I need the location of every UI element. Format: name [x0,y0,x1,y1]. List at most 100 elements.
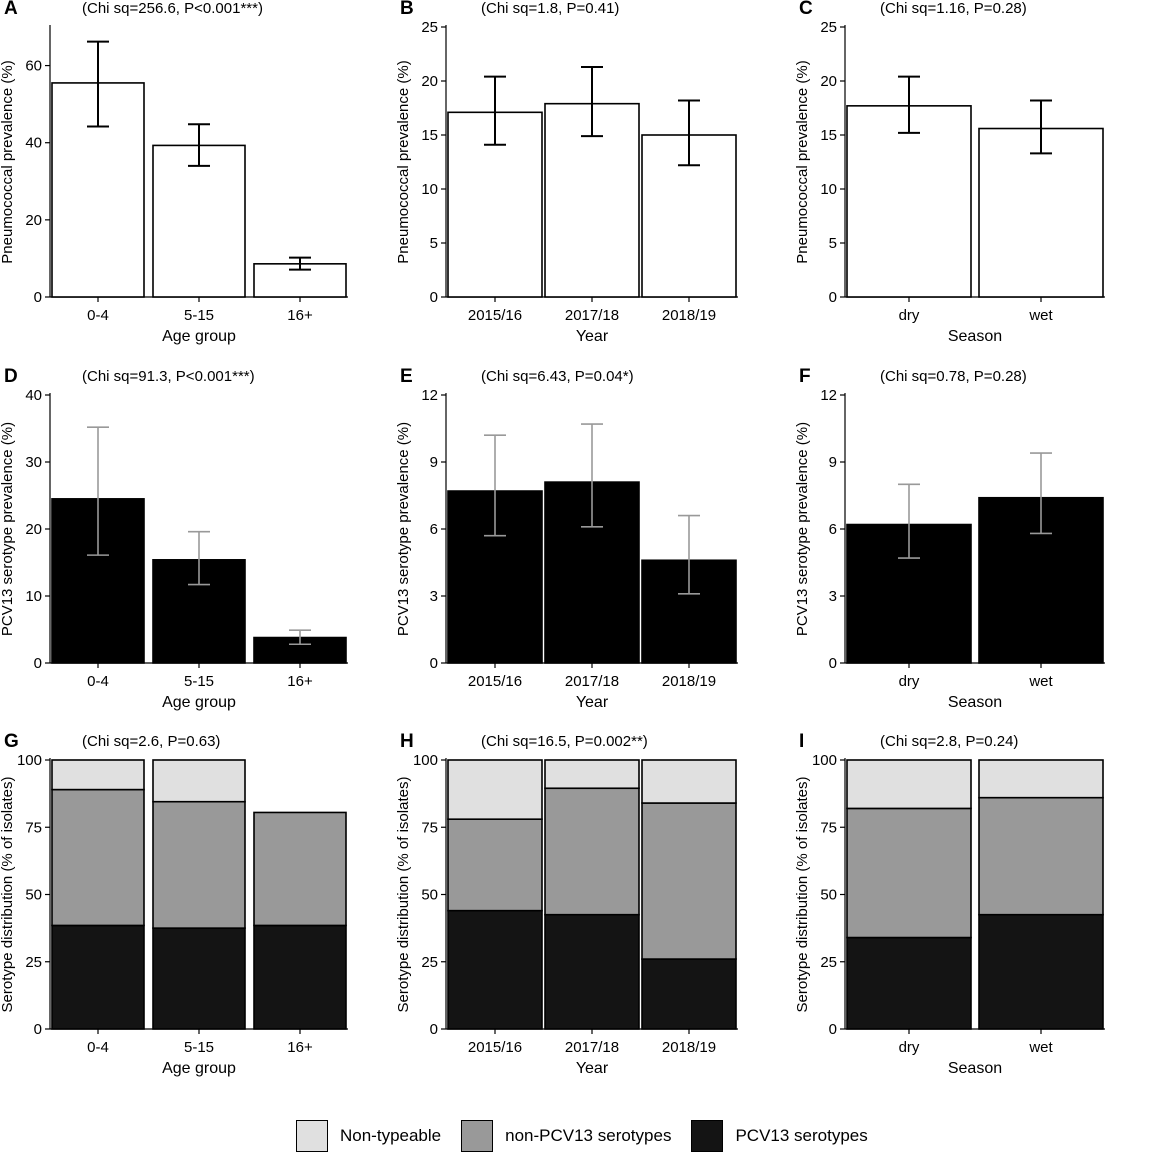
stack-segment-non-pcv13 [846,807,972,939]
y-axis-title: Serotype distribution (% of isolates) [0,777,16,1013]
y-tick-label: 0 [430,1021,438,1038]
y-tick-label: 9 [829,454,837,471]
x-axis-title: Year [576,694,609,711]
panel-letter: A [4,0,18,19]
legend-swatch-pcv13 [691,1120,724,1152]
stack-segment-non-typeable [544,759,640,790]
stat-annotation: (Chi sq=256.6, P<0.001***) [82,0,263,17]
panel-i: I (Chi sq=2.8, P=0.24) 0 25 50 75 100 dry wet Sea… [794,731,1105,1077]
x-tick-label: 2015/16 [468,307,522,324]
stack-segment-pcv13 [51,924,145,1030]
y-tick-label: 5 [430,235,438,252]
legend-label-non-typeable: Non-typeable [340,1126,442,1145]
y-tick-label: 0 [34,655,42,672]
y-tick-label: 3 [430,588,438,605]
y-tick-label: 60 [25,58,42,75]
stack-segment-pcv13 [253,924,347,1030]
panel-letter: E [400,366,413,387]
x-tick-label: 2017/18 [565,1039,619,1056]
y-tick-label: 100 [812,752,837,769]
legend-item-pcv13: PCV13 serotypes [691,1120,868,1152]
panel-letter: C [799,0,813,19]
x-tick-label: wet [1028,307,1053,324]
y-tick-label: 0 [34,1021,42,1038]
panel-e: E (Chi sq=6.43, P=0.04*) 0 3 6 9 12 2015/16 2017… [395,366,738,711]
stack-segment-pcv13 [846,936,972,1030]
panel-letter: I [799,731,804,752]
y-tick-label: 50 [421,887,438,904]
stack-segment-pcv13 [447,909,543,1030]
stat-annotation: (Chi sq=1.8, P=0.41) [481,0,619,17]
y-tick-label: 9 [430,454,438,471]
y-tick-label: 25 [820,954,837,971]
stat-annotation: (Chi sq=0.78, P=0.28) [880,368,1027,385]
panel-letter: B [400,0,414,19]
y-tick-label: 75 [820,819,837,836]
panel-g: G (Chi sq=2.6, P=0.63) 0 25 50 75 100 0-4 5-15 16… [0,731,348,1077]
y-axis-title: Pneumococcal prevalence (%) [0,60,16,263]
y-tick-label: 0 [430,289,438,306]
stack-segment-non-pcv13 [253,811,347,927]
y-tick-label: 0 [34,289,42,306]
bar [846,105,972,298]
x-tick-label: 16+ [287,673,313,690]
y-tick-label: 25 [820,19,837,36]
legend-label-non-pcv13: non-PCV13 serotypes [505,1126,672,1145]
y-tick-label: 6 [829,521,837,538]
x-tick-label: 5-15 [184,307,214,324]
x-tick-label: 2015/16 [468,1039,522,1056]
x-tick-label: 2018/19 [662,1039,716,1056]
y-tick-label: 10 [421,181,438,198]
stack-segment-non-pcv13 [152,800,246,929]
y-tick-label: 0 [430,655,438,672]
stack-segment-non-pcv13 [51,788,145,927]
stat-annotation: (Chi sq=1.16, P=0.28) [880,0,1027,17]
stat-annotation: (Chi sq=91.3, P<0.001***) [82,368,255,385]
y-tick-label: 20 [421,73,438,90]
x-tick-label: wet [1028,673,1053,690]
panel-b: B (Chi sq=1.8, P=0.41) 0 5 10 15 20 25 2015/16 20… [395,0,738,345]
stack-segment-pcv13 [978,913,1104,1030]
y-axis-title: Serotype distribution (% of isolates) [794,777,811,1013]
x-tick-label: 5-15 [184,673,214,690]
panel-h: H (Chi sq=16.5, P=0.002**) 0 25 50 75 100 2015/… [395,731,738,1077]
y-tick-label: 0 [829,655,837,672]
y-axis-title: Pneumococcal prevalence (%) [794,60,811,263]
legend: Non-typeable non-PCV13 serotypes PCV13 s… [296,1116,888,1156]
legend-label-pcv13: PCV13 serotypes [735,1126,868,1145]
legend-swatch-non-pcv13 [461,1120,494,1152]
x-tick-label: 16+ [287,1039,313,1056]
y-tick-label: 75 [25,819,42,836]
x-axis-title: Age group [162,328,236,345]
panel-letter: G [4,731,19,752]
x-tick-label: 0-4 [87,307,109,324]
stat-annotation: (Chi sq=16.5, P=0.002**) [481,733,648,750]
x-axis-title: Age group [162,1060,236,1077]
panel-letter: F [799,366,811,387]
x-tick-label: dry [899,307,920,324]
stack-segment-pcv13 [544,913,640,1030]
stack-segment-pcv13 [641,958,737,1030]
x-tick-label: 2018/19 [662,673,716,690]
y-tick-label: 50 [25,887,42,904]
bar [152,559,246,664]
x-tick-label: 0-4 [87,1039,109,1056]
x-axis-title: Age group [162,694,236,711]
panel-letter: H [400,731,414,752]
y-axis-title: PCV13 serotype prevalence (%) [395,422,412,636]
y-axis-title: Serotype distribution (% of isolates) [395,777,412,1013]
y-tick-label: 40 [25,135,42,152]
y-tick-label: 100 [413,752,438,769]
x-tick-label: wet [1028,1039,1053,1056]
y-tick-label: 10 [25,588,42,605]
stat-annotation: (Chi sq=6.43, P=0.04*) [481,368,634,385]
y-tick-label: 6 [430,521,438,538]
x-axis-title: Season [948,328,1002,345]
y-tick-label: 50 [820,887,837,904]
x-tick-label: 2018/19 [662,307,716,324]
x-tick-label: 16+ [287,307,313,324]
stack-segment-non-typeable [978,759,1104,799]
stack-segment-non-typeable [447,759,543,820]
stack-segment-pcv13 [152,927,246,1030]
legend-item-non-typeable: Non-typeable [296,1120,441,1152]
